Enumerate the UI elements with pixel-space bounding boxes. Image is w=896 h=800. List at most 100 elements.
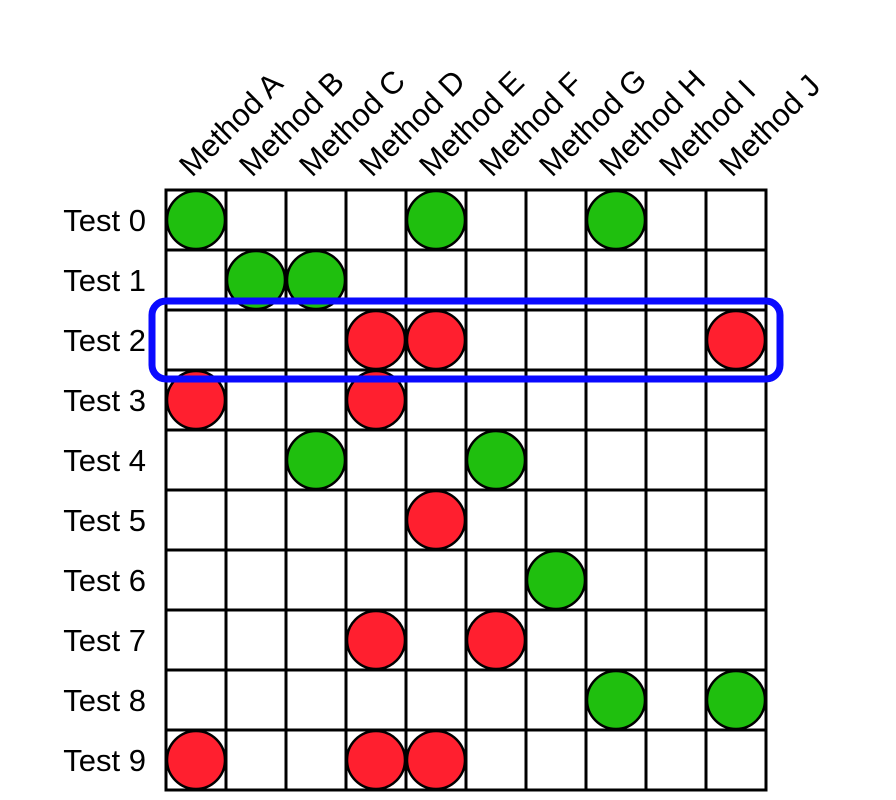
pass-marker (465, 429, 527, 491)
test-label: Test 8 (63, 683, 146, 718)
grid-cell (404, 548, 468, 612)
grid-cell (524, 188, 588, 252)
grid-cell (644, 548, 708, 612)
test-label: Test 5 (63, 503, 146, 538)
grid-cell (284, 728, 348, 792)
grid-cell (284, 548, 348, 612)
grid-cell (224, 188, 288, 252)
grid-cell (284, 188, 348, 252)
grid-cell (524, 668, 588, 732)
test-labels: Test 0 Test 1 Test 2 Test 3 Test 4 Test 5 Test… (63, 203, 146, 778)
grid-cell (344, 188, 408, 252)
fail-marker (405, 729, 467, 791)
pass-marker (225, 249, 287, 311)
grid-cell (224, 728, 288, 792)
grid-cell (704, 488, 768, 552)
fail-marker (345, 309, 407, 371)
grid-cell (524, 428, 588, 492)
grid-cell (704, 728, 768, 792)
grid-cell (404, 668, 468, 732)
fail-marker (705, 309, 767, 371)
grid-cell (464, 488, 528, 552)
grid-cell (164, 548, 228, 612)
pass-marker (585, 189, 647, 251)
grid-cell (584, 548, 648, 612)
grid-cell (524, 608, 588, 672)
fail-marker (345, 729, 407, 791)
pass-marker (585, 669, 647, 731)
pass-marker (525, 549, 587, 611)
grid-cell (284, 668, 348, 732)
grid-cell (584, 488, 648, 552)
test-label: Test 7 (63, 623, 146, 658)
grid-cell (704, 548, 768, 612)
grid-cell (584, 428, 648, 492)
fail-marker (345, 369, 407, 431)
grid-cell (644, 188, 708, 252)
highlight-layer (148, 297, 784, 383)
grid-cell (704, 608, 768, 672)
grid-cell (644, 608, 708, 672)
pass-marker (285, 429, 347, 491)
test-label: Test 9 (63, 743, 146, 778)
grid-cell (644, 428, 708, 492)
grid-cell (644, 668, 708, 732)
test-label: Test 6 (63, 563, 146, 598)
test-label: Test 4 (63, 443, 146, 478)
grid-cell (224, 308, 288, 372)
highlight-box (148, 297, 784, 383)
grid-cell (164, 308, 228, 372)
grid-cell (644, 308, 708, 372)
grid-cell (164, 488, 228, 552)
grid-cell (284, 488, 348, 552)
test-label: Test 0 (63, 203, 146, 238)
grid-cell (404, 608, 468, 672)
grid-cell (284, 608, 348, 672)
grid-cell (644, 728, 708, 792)
grid-cell (164, 428, 228, 492)
grid-cell (404, 428, 468, 492)
grid-cell (644, 488, 708, 552)
test-label: Test 2 (63, 323, 146, 358)
fail-marker (465, 609, 527, 671)
grid-cell (284, 308, 348, 372)
grid-cell (524, 728, 588, 792)
grid-cell (584, 308, 648, 372)
fail-marker (165, 369, 227, 431)
grid-cell (584, 608, 648, 672)
grid-cell (344, 548, 408, 612)
pass-marker (705, 669, 767, 731)
result-markers (165, 189, 767, 791)
grid-cell (224, 608, 288, 672)
grid-cell (164, 668, 228, 732)
fail-marker (405, 489, 467, 551)
grid-cell (584, 728, 648, 792)
pass-marker (405, 189, 467, 251)
grid-cell (224, 668, 288, 732)
fail-marker (345, 609, 407, 671)
grid-cell (344, 488, 408, 552)
grid-cell (524, 488, 588, 552)
grid-cell (344, 668, 408, 732)
grid-cell (704, 188, 768, 252)
grid-cell (164, 608, 228, 672)
fail-marker (405, 309, 467, 371)
grid-cell (224, 428, 288, 492)
grid-cell (464, 548, 528, 612)
grid-cell (464, 308, 528, 372)
pass-marker (165, 189, 227, 251)
grid-cell (224, 548, 288, 612)
grid-cell (464, 668, 528, 732)
test-label: Test 1 (63, 263, 146, 298)
grid-cell (524, 308, 588, 372)
grid-cell (704, 428, 768, 492)
grid-cell (464, 728, 528, 792)
test-label: Test 3 (63, 383, 146, 418)
fail-marker (165, 729, 227, 791)
grid-cell (344, 428, 408, 492)
pass-marker (285, 249, 347, 311)
grid-cell (464, 188, 528, 252)
grid-cell (224, 488, 288, 552)
